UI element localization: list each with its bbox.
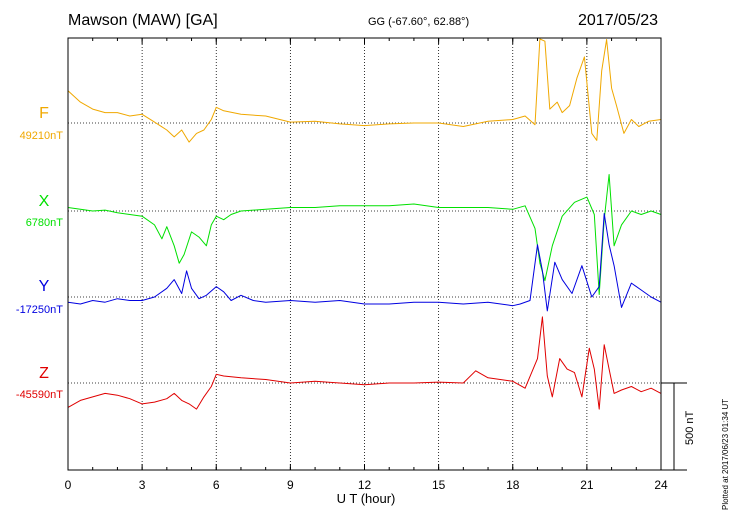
axis-ticks — [67, 38, 662, 470]
trace-z — [67, 316, 662, 410]
series-name-y: Y — [39, 278, 50, 295]
station-title: Mawson (MAW) [GA] — [68, 12, 218, 29]
x-tick-label: 0 — [65, 478, 72, 492]
x-tick-labels: 0 3 6 9 12 15 18 21 24 — [65, 478, 668, 492]
trace-group — [67, 38, 662, 410]
x-tick-label: 21 — [580, 478, 594, 492]
series-name-f: F — [39, 105, 49, 122]
scale-bar-label: 500 nT — [684, 410, 696, 445]
series-baseline-y: -17250nT — [16, 304, 63, 316]
series-labels: F 49210nT X 6780nT Y -17250nT Z -45590nT — [16, 105, 63, 401]
x-tick-label: 18 — [506, 478, 520, 492]
x-tick-label: 15 — [432, 478, 446, 492]
x-axis-label: U T (hour) — [337, 491, 396, 506]
x-tick-label: 9 — [287, 478, 294, 492]
scale-bar: 500 nT — [661, 382, 696, 471]
grid-lines — [141, 38, 588, 470]
plotted-timestamp: Plotted at 2017/06/23 01:34 UT — [721, 398, 730, 510]
series-baseline-x: 6780nT — [26, 217, 64, 229]
trace-y — [67, 213, 662, 312]
x-tick-label: 24 — [654, 478, 668, 492]
station-coords: GG (-67.60°, 62.88°) — [368, 16, 470, 28]
trace-x — [67, 174, 662, 295]
x-tick-label: 6 — [213, 478, 220, 492]
series-name-x: X — [39, 193, 50, 210]
series-baseline-z: -45590nT — [16, 389, 63, 401]
series-name-z: Z — [39, 365, 49, 382]
trace-f — [67, 38, 662, 143]
series-baseline-f: 49210nT — [20, 130, 64, 142]
x-tick-label: 3 — [139, 478, 146, 492]
x-tick-label: 12 — [358, 478, 372, 492]
plot-date: 2017/05/23 — [578, 12, 659, 29]
